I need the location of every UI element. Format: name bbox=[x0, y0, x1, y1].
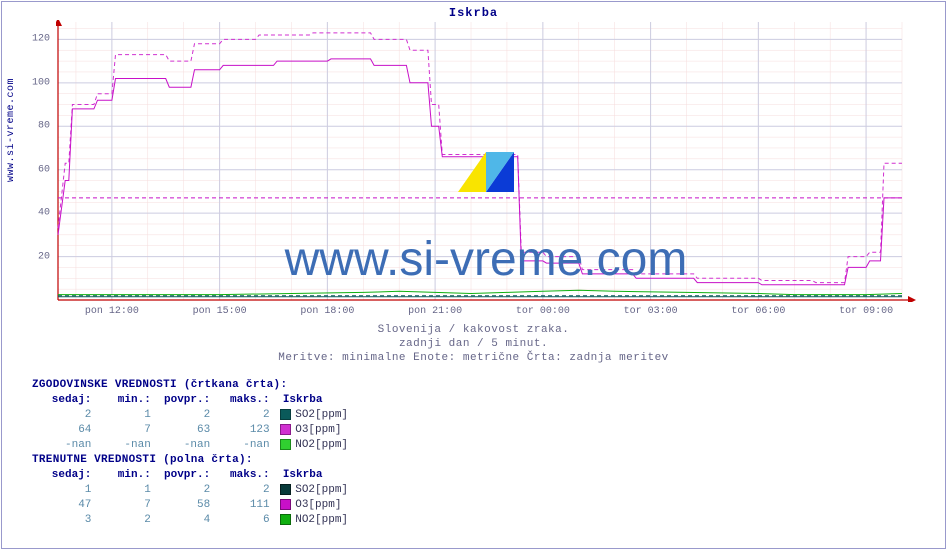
y-tick: 80 bbox=[38, 121, 50, 132]
series-label: SO2[ppm] bbox=[295, 408, 348, 423]
plot-svg bbox=[56, 20, 916, 302]
cell: 64 bbox=[32, 423, 91, 438]
col-header: maks.: bbox=[210, 393, 269, 408]
cell: 4 bbox=[151, 513, 210, 528]
table-row: 64763123 O3[ppm] bbox=[32, 423, 348, 438]
series-label: NO2[ppm] bbox=[295, 438, 348, 453]
name-header: Iskrba bbox=[283, 468, 323, 483]
cell: 1 bbox=[32, 483, 91, 498]
y-tick: 20 bbox=[38, 251, 50, 262]
section-header: ZGODOVINSKE VREDNOSTI (črtkana črta): bbox=[32, 378, 348, 393]
y-axis-label: www.si-vreme.com bbox=[6, 78, 17, 182]
cell: 123 bbox=[210, 423, 269, 438]
col-header: maks.: bbox=[210, 468, 269, 483]
legend-swatch-icon bbox=[280, 409, 291, 420]
cell: -nan bbox=[151, 438, 210, 453]
legend-swatch-icon bbox=[280, 499, 291, 510]
col-header: min.: bbox=[91, 393, 150, 408]
chart-title: Iskrba bbox=[2, 6, 945, 20]
y-tick: 40 bbox=[38, 208, 50, 219]
series-label: SO2[ppm] bbox=[295, 483, 348, 498]
x-tick: tor 09:00 bbox=[839, 306, 893, 317]
cell: 6 bbox=[210, 513, 269, 528]
section-header: TRENUTNE VREDNOSTI (polna črta): bbox=[32, 453, 348, 468]
cell: 2 bbox=[210, 483, 269, 498]
cell: 3 bbox=[32, 513, 91, 528]
name-header: Iskrba bbox=[283, 393, 323, 408]
cell: 63 bbox=[151, 423, 210, 438]
x-tick: pon 18:00 bbox=[300, 306, 354, 317]
series-label: O3[ppm] bbox=[295, 423, 341, 438]
col-header: sedaj: bbox=[32, 393, 91, 408]
cell: 7 bbox=[91, 423, 150, 438]
x-tick: pon 15:00 bbox=[193, 306, 247, 317]
y-tick: 120 bbox=[32, 34, 50, 45]
cell: 1 bbox=[91, 408, 150, 423]
caption-line-1: Slovenija / kakovost zraka. bbox=[2, 324, 945, 336]
plot-area: 20406080100120pon 12:00pon 15:00pon 18:0… bbox=[56, 20, 916, 302]
cell: -nan bbox=[210, 438, 269, 453]
y-tick: 100 bbox=[32, 77, 50, 88]
cell: 1 bbox=[91, 483, 150, 498]
table-row: 1122SO2[ppm] bbox=[32, 483, 348, 498]
cell: 2 bbox=[210, 408, 269, 423]
x-tick: tor 00:00 bbox=[516, 306, 570, 317]
cell: 7 bbox=[91, 498, 150, 513]
col-header: povpr.: bbox=[151, 393, 210, 408]
caption-line-3: Meritve: minimalne Enote: metrične Črta:… bbox=[2, 352, 945, 364]
table-row: 2122SO2[ppm] bbox=[32, 408, 348, 423]
x-tick: tor 03:00 bbox=[624, 306, 678, 317]
legend-swatch-icon bbox=[280, 439, 291, 450]
col-header: povpr.: bbox=[151, 468, 210, 483]
x-tick: pon 21:00 bbox=[408, 306, 462, 317]
cell: 2 bbox=[151, 408, 210, 423]
cell: 58 bbox=[151, 498, 210, 513]
table-row: -nan-nan-nan-nanNO2[ppm] bbox=[32, 438, 348, 453]
cell: 2 bbox=[91, 513, 150, 528]
y-tick: 60 bbox=[38, 164, 50, 175]
chart-container: Iskrba www.si-vreme.com 20406080100120po… bbox=[1, 1, 946, 549]
table-row: 3246 NO2[ppm] bbox=[32, 513, 348, 528]
legend-swatch-icon bbox=[280, 514, 291, 525]
x-tick: tor 06:00 bbox=[731, 306, 785, 317]
cell: 47 bbox=[32, 498, 91, 513]
col-header: sedaj: bbox=[32, 468, 91, 483]
data-tables: ZGODOVINSKE VREDNOSTI (črtkana črta):sed… bbox=[32, 378, 348, 528]
cell: -nan bbox=[91, 438, 150, 453]
cell: 2 bbox=[151, 483, 210, 498]
col-header: min.: bbox=[91, 468, 150, 483]
legend-swatch-icon bbox=[280, 484, 291, 495]
table-row: 47758111 O3[ppm] bbox=[32, 498, 348, 513]
series-label: NO2[ppm] bbox=[295, 513, 348, 528]
cell: 111 bbox=[210, 498, 269, 513]
series-label: O3[ppm] bbox=[295, 498, 341, 513]
caption-line-2: zadnji dan / 5 minut. bbox=[2, 338, 945, 350]
cell: -nan bbox=[32, 438, 91, 453]
legend-swatch-icon bbox=[280, 424, 291, 435]
x-tick: pon 12:00 bbox=[85, 306, 139, 317]
cell: 2 bbox=[32, 408, 91, 423]
